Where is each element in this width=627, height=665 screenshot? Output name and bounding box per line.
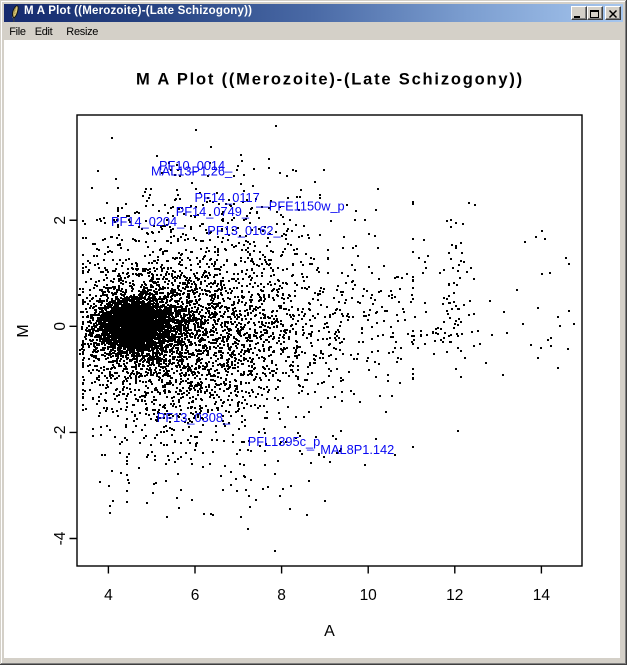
svg-text:-2: -2 [52, 426, 69, 440]
svg-text:PF13_0308_: PF13_0308_ [157, 410, 231, 425]
svg-text:2: 2 [52, 216, 69, 225]
svg-text:PF14_0749_: PF14_0749_ [176, 204, 250, 219]
svg-text:PF10_0014_: PF10_0014_ [159, 158, 233, 173]
svg-text:6: 6 [191, 587, 200, 604]
svg-text:—PFE1150w_p: —PFE1150w_p [256, 199, 345, 214]
svg-text:PF14_0117: PF14_0117 [195, 190, 260, 205]
svg-text:A: A [324, 623, 335, 640]
svg-text:8: 8 [277, 587, 286, 604]
svg-text:PFL1395c_p: PFL1395c_p [248, 434, 321, 449]
svg-text:4: 4 [104, 587, 113, 604]
svg-text:14: 14 [533, 587, 551, 604]
svg-text:MAL13P1.26_: MAL13P1.26_ [151, 164, 233, 179]
svg-text:-4: -4 [52, 531, 69, 545]
svg-text:10: 10 [360, 587, 378, 604]
svg-text:0: 0 [52, 322, 69, 331]
svg-text:M: M [15, 324, 32, 337]
svg-text:12: 12 [446, 587, 463, 604]
svg-text:PF13_0162_: PF13_0162_ [207, 223, 281, 238]
svg-text:MAL8P1.142: MAL8P1.142 [320, 442, 394, 457]
svg-text:M A Plot ((Merozoite)-(Late Sc: M A Plot ((Merozoite)-(Late Schizogony)) [136, 71, 524, 89]
svg-text:PF14_0204_: PF14_0204_ [111, 214, 185, 229]
svg-text:_: _ [306, 436, 315, 451]
